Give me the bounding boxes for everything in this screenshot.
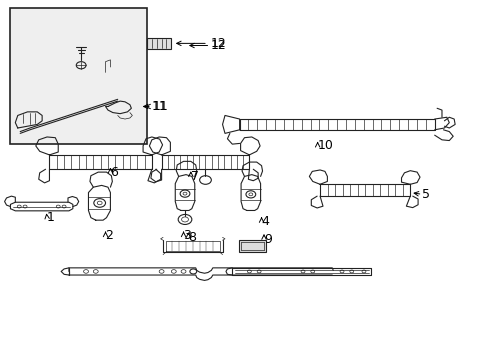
Text: 1: 1	[47, 211, 55, 224]
Text: 11: 11	[152, 100, 167, 113]
Bar	[238, 240, 266, 252]
Bar	[10, 8, 147, 144]
Text: 12: 12	[210, 39, 225, 52]
Text: 8: 8	[188, 231, 196, 244]
Text: 3: 3	[183, 229, 191, 242]
Text: 2: 2	[105, 229, 113, 242]
Text: 4: 4	[261, 215, 269, 228]
Bar	[147, 38, 171, 49]
Text: 11: 11	[153, 100, 168, 113]
Text: 12: 12	[210, 37, 225, 50]
Text: 5: 5	[422, 188, 429, 201]
Text: 6: 6	[110, 166, 118, 179]
Text: 10: 10	[317, 139, 333, 152]
Text: 9: 9	[264, 233, 271, 246]
Text: 7: 7	[190, 170, 199, 183]
